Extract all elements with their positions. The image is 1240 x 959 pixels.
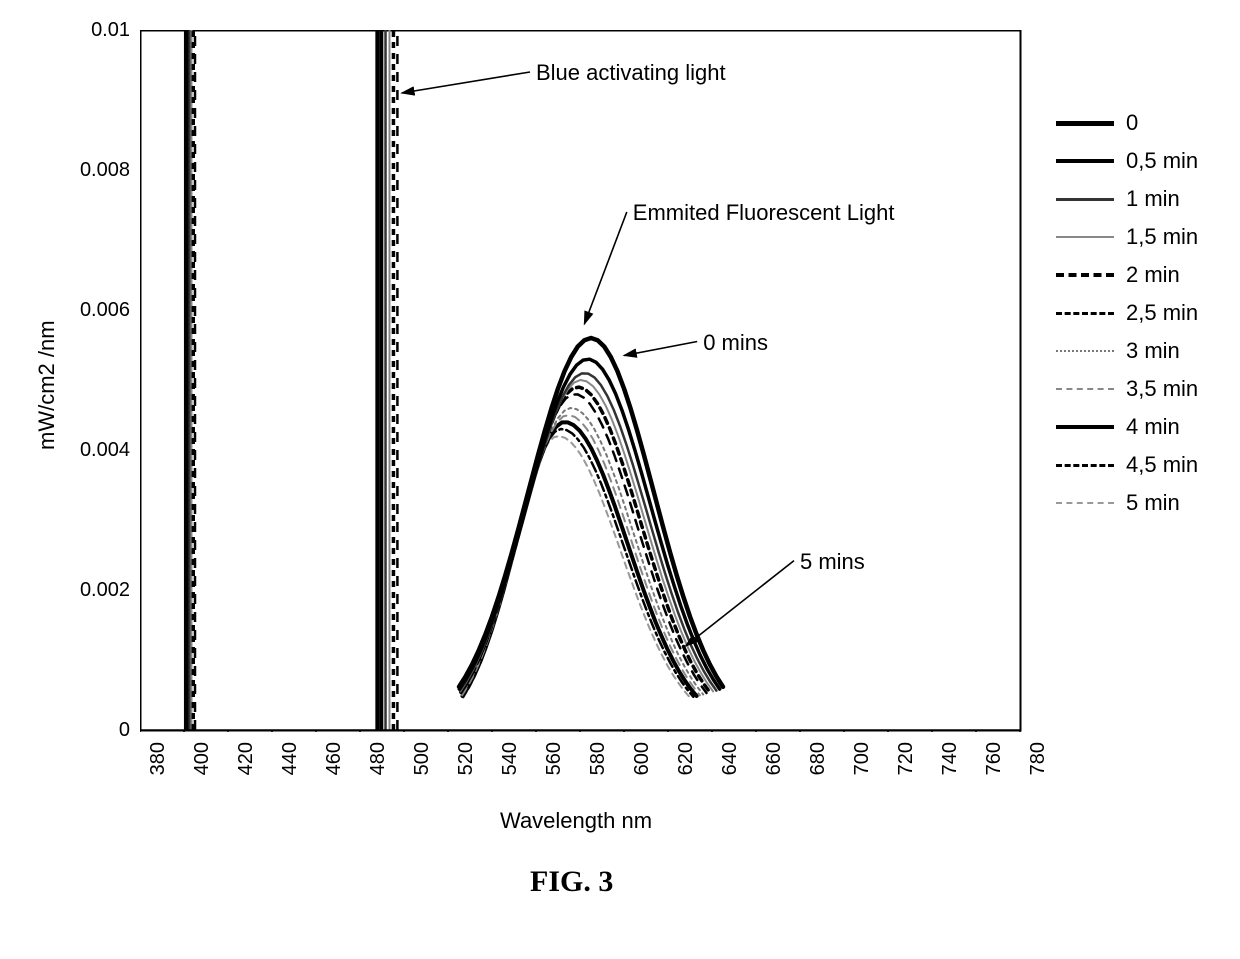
xtick-label: 740 [939, 742, 962, 792]
xtick-label: 480 [367, 742, 390, 792]
legend-swatch [1056, 425, 1114, 429]
xtick-label: 700 [851, 742, 874, 792]
figure-container: 0 0.002 0.004 0.006 0.008 0.01 380 400 420 440 46… [0, 0, 1240, 959]
legend-label: 4 min [1126, 414, 1180, 440]
legend-swatch [1056, 121, 1114, 126]
figure-caption: FIG. 3 [530, 865, 613, 899]
xtick-label: 420 [235, 742, 258, 792]
xtick-label: 400 [191, 742, 214, 792]
legend-label: 5 min [1126, 490, 1180, 516]
xtick-label: 540 [499, 742, 522, 792]
legend-item: 3 min [1056, 338, 1198, 364]
chart-annotation: Blue activating light [536, 60, 726, 86]
legend-item: 4,5 min [1056, 452, 1198, 478]
xtick-label: 440 [279, 742, 302, 792]
legend-item: 5 min [1056, 490, 1198, 516]
legend-swatch [1056, 350, 1114, 352]
legend-swatch [1056, 464, 1114, 467]
legend-item: 3,5 min [1056, 376, 1198, 402]
ytick-label: 0.008 [60, 159, 130, 182]
chart-legend: 0 0,5 min 1 min 1,5 min 2 min 2,5 min 3 min 3,5… [1056, 110, 1198, 528]
xtick-label: 520 [455, 742, 478, 792]
legend-swatch [1056, 312, 1114, 315]
xtick-label: 640 [719, 742, 742, 792]
chart-annotation: 0 mins [703, 330, 768, 356]
legend-label: 3 min [1126, 338, 1180, 364]
xtick-label: 500 [411, 742, 434, 792]
legend-swatch [1056, 159, 1114, 163]
ytick-label: 0.006 [60, 299, 130, 322]
xtick-label: 760 [983, 742, 1006, 792]
xtick-label: 600 [631, 742, 654, 792]
chart-plot [140, 30, 1022, 732]
xtick-label: 380 [147, 742, 170, 792]
legend-item: 1,5 min [1056, 224, 1198, 250]
xtick-label: 620 [675, 742, 698, 792]
legend-label: 1 min [1126, 186, 1180, 212]
y-axis-label: mW/cm2 /nm [34, 320, 60, 450]
chart-annotation: 5 mins [800, 549, 865, 575]
xtick-label: 560 [543, 742, 566, 792]
ytick-label: 0.002 [60, 579, 130, 602]
xtick-label: 720 [895, 742, 918, 792]
xtick-label: 460 [323, 742, 346, 792]
legend-item: 0,5 min [1056, 148, 1198, 174]
xtick-label: 580 [587, 742, 610, 792]
legend-swatch [1056, 502, 1114, 504]
legend-label: 2,5 min [1126, 300, 1198, 326]
legend-swatch [1056, 236, 1114, 238]
legend-item: 1 min [1056, 186, 1198, 212]
chart-annotation: Emmited Fluorescent Light [633, 200, 895, 226]
legend-swatch [1056, 198, 1114, 201]
legend-swatch [1056, 388, 1114, 390]
xtick-label: 780 [1027, 742, 1050, 792]
legend-label: 2 min [1126, 262, 1180, 288]
ytick-label: 0 [60, 719, 130, 742]
legend-label: 0 [1126, 110, 1138, 136]
legend-item: 2,5 min [1056, 300, 1198, 326]
ytick-label: 0.004 [60, 439, 130, 462]
legend-label: 1,5 min [1126, 224, 1198, 250]
x-axis-label: Wavelength nm [500, 808, 652, 834]
xtick-label: 660 [763, 742, 786, 792]
legend-label: 0,5 min [1126, 148, 1198, 174]
legend-swatch [1056, 273, 1114, 277]
legend-item: 0 [1056, 110, 1198, 136]
xtick-label: 680 [807, 742, 830, 792]
ytick-label: 0.01 [60, 19, 130, 42]
legend-item: 2 min [1056, 262, 1198, 288]
legend-label: 3,5 min [1126, 376, 1198, 402]
legend-label: 4,5 min [1126, 452, 1198, 478]
legend-item: 4 min [1056, 414, 1198, 440]
